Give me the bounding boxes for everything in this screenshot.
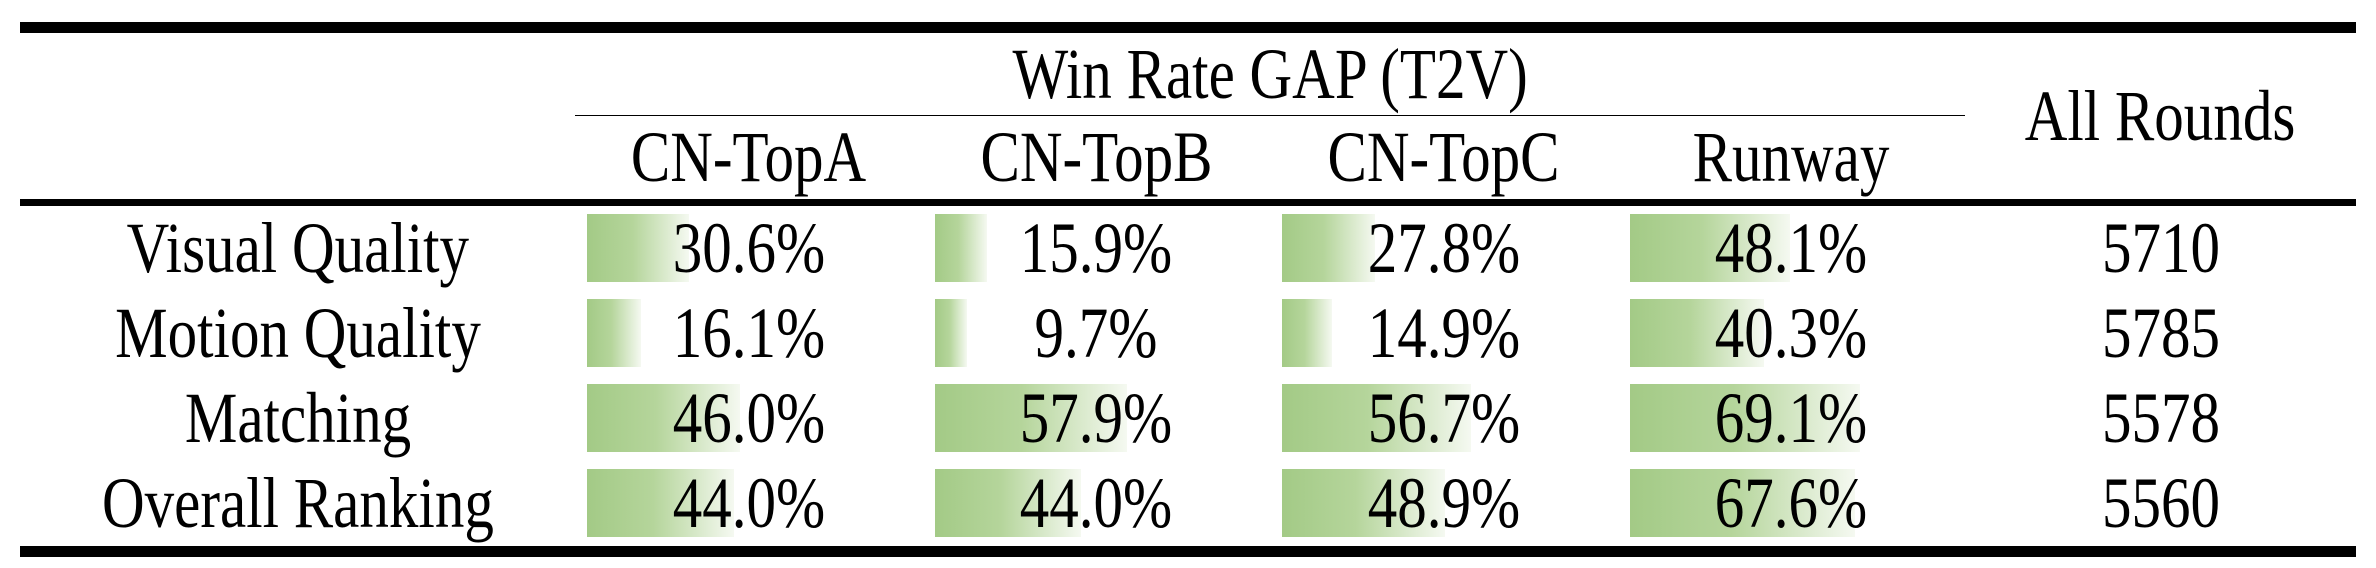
table-row-motion-quality: Motion Quality 16.1% 9.7% 14.9% 40.3% 57… bbox=[20, 291, 2356, 376]
win-rate-value: 46.0% bbox=[672, 378, 825, 458]
table-row-overall-ranking: Overall Ranking 44.0% 44.0% 48.9% 67.6% … bbox=[20, 461, 2356, 546]
column-header-all-rounds: All Rounds bbox=[1965, 33, 2356, 199]
win-rate-value: 48.9% bbox=[1367, 463, 1520, 543]
value-cell: 57.9% bbox=[923, 376, 1271, 461]
win-rate-data-bar bbox=[587, 214, 689, 282]
value-cell: 15.9% bbox=[923, 206, 1271, 291]
gap-title: Win Rate GAP (T2V) bbox=[575, 33, 1965, 115]
win-rate-data-bar bbox=[1629, 299, 1764, 367]
win-rate-data-bar bbox=[1282, 384, 1471, 452]
table-top-rule bbox=[20, 22, 2356, 33]
win-rate-value: 67.6% bbox=[1714, 463, 1868, 543]
win-rate-data-bar bbox=[587, 384, 741, 452]
all-rounds-value: 5578 bbox=[1965, 376, 2356, 461]
value-cell: 67.6% bbox=[1618, 461, 1966, 546]
win-rate-data-bar bbox=[1282, 214, 1375, 282]
win-rate-value: 9.7% bbox=[1034, 293, 1158, 373]
win-rate-value: 57.9% bbox=[1019, 378, 1173, 458]
table-bottom-rule bbox=[20, 546, 2356, 557]
table-header: Win Rate GAP (T2V) CN-TopA CN-TopB CN-To… bbox=[20, 33, 2356, 199]
value-cell: 44.0% bbox=[575, 461, 923, 546]
header-separator-rule bbox=[20, 199, 2356, 206]
win-rate-data-bar bbox=[1629, 469, 1855, 537]
column-header-all-rounds-text: All Rounds bbox=[2025, 75, 2296, 156]
column-header-cn-topa: CN-TopA bbox=[575, 116, 923, 199]
win-rate-data-bar bbox=[934, 384, 1128, 452]
win-rate-value: 40.3% bbox=[1714, 293, 1868, 373]
value-cell: 27.8% bbox=[1270, 206, 1618, 291]
win-rate-value: 15.9% bbox=[1019, 208, 1173, 288]
table-row-visual-quality: Visual Quality 30.6% 15.9% 27.8% 48.1% 5… bbox=[20, 206, 2356, 291]
all-rounds-value: 5560 bbox=[1965, 461, 2356, 546]
value-cell: 14.9% bbox=[1270, 291, 1618, 376]
value-cell: 48.9% bbox=[1270, 461, 1618, 546]
model-column-headers: CN-TopA CN-TopB CN-TopC Runway bbox=[575, 116, 1965, 199]
win-rate-gap-group: Win Rate GAP (T2V) CN-TopA CN-TopB CN-To… bbox=[575, 33, 1965, 199]
all-rounds-value-text: 5560 bbox=[2101, 463, 2220, 543]
table-row-matching: Matching 46.0% 57.9% 56.7% 69.1% 5578 bbox=[20, 376, 2356, 461]
value-cell: 16.1% bbox=[575, 291, 923, 376]
all-rounds-value-text: 5578 bbox=[2101, 378, 2220, 458]
win-rate-data-bar bbox=[934, 469, 1082, 537]
row-label-text: Matching bbox=[184, 378, 411, 458]
row-label: Motion Quality bbox=[20, 291, 575, 376]
value-cell: 9.7% bbox=[923, 291, 1271, 376]
win-rate-value: 44.0% bbox=[1019, 463, 1173, 543]
column-header-cn-topc-text: CN-TopC bbox=[1327, 117, 1560, 197]
win-rate-value: 69.1% bbox=[1714, 378, 1868, 458]
all-rounds-value: 5710 bbox=[1965, 206, 2356, 291]
gap-underline-rule bbox=[575, 115, 1965, 116]
win-rate-data-bar bbox=[934, 214, 988, 282]
win-rate-value: 27.8% bbox=[1367, 208, 1520, 288]
win-rate-data-bar bbox=[1282, 469, 1445, 537]
win-rate-data-bar bbox=[587, 299, 641, 367]
all-rounds-value-text: 5710 bbox=[2101, 208, 2220, 288]
column-header-cn-topa-text: CN-TopA bbox=[631, 117, 867, 197]
column-header-cn-topc: CN-TopC bbox=[1270, 116, 1618, 199]
win-rate-value: 30.6% bbox=[672, 208, 825, 288]
row-label-text: Overall Ranking bbox=[101, 463, 494, 543]
row-label: Visual Quality bbox=[20, 206, 575, 291]
all-rounds-value: 5785 bbox=[1965, 291, 2356, 376]
win-rate-value: 16.1% bbox=[672, 293, 825, 373]
value-cell: 48.1% bbox=[1618, 206, 1966, 291]
win-rate-value: 14.9% bbox=[1367, 293, 1520, 373]
win-rate-data-bar bbox=[934, 299, 967, 367]
row-label: Overall Ranking bbox=[20, 461, 575, 546]
column-header-runway-text: Runway bbox=[1692, 117, 1890, 197]
column-header-cn-topb: CN-TopB bbox=[923, 116, 1271, 199]
win-rate-data-bar bbox=[1629, 384, 1860, 452]
column-header-cn-topb-text: CN-TopB bbox=[980, 117, 1213, 197]
value-cell: 40.3% bbox=[1618, 291, 1966, 376]
value-cell: 30.6% bbox=[575, 206, 923, 291]
win-rate-value: 44.0% bbox=[672, 463, 825, 543]
gap-title-text: Win Rate GAP (T2V) bbox=[1012, 33, 1528, 114]
win-rate-data-bar bbox=[1282, 299, 1332, 367]
column-header-runway: Runway bbox=[1618, 116, 1966, 199]
value-cell: 56.7% bbox=[1270, 376, 1618, 461]
win-rate-value: 56.7% bbox=[1367, 378, 1520, 458]
row-label-text: Motion Quality bbox=[114, 293, 481, 373]
row-label: Matching bbox=[20, 376, 575, 461]
win-rate-data-bar bbox=[587, 469, 734, 537]
all-rounds-value-text: 5785 bbox=[2101, 293, 2220, 373]
value-cell: 46.0% bbox=[575, 376, 923, 461]
header-label-spacer bbox=[20, 33, 575, 199]
win-rate-data-bar bbox=[1629, 214, 1790, 282]
value-cell: 69.1% bbox=[1618, 376, 1966, 461]
value-cell: 44.0% bbox=[923, 461, 1271, 546]
win-rate-value: 48.1% bbox=[1714, 208, 1868, 288]
win-rate-table: Win Rate GAP (T2V) CN-TopA CN-TopB CN-To… bbox=[20, 22, 2356, 557]
row-label-text: Visual Quality bbox=[126, 208, 469, 288]
